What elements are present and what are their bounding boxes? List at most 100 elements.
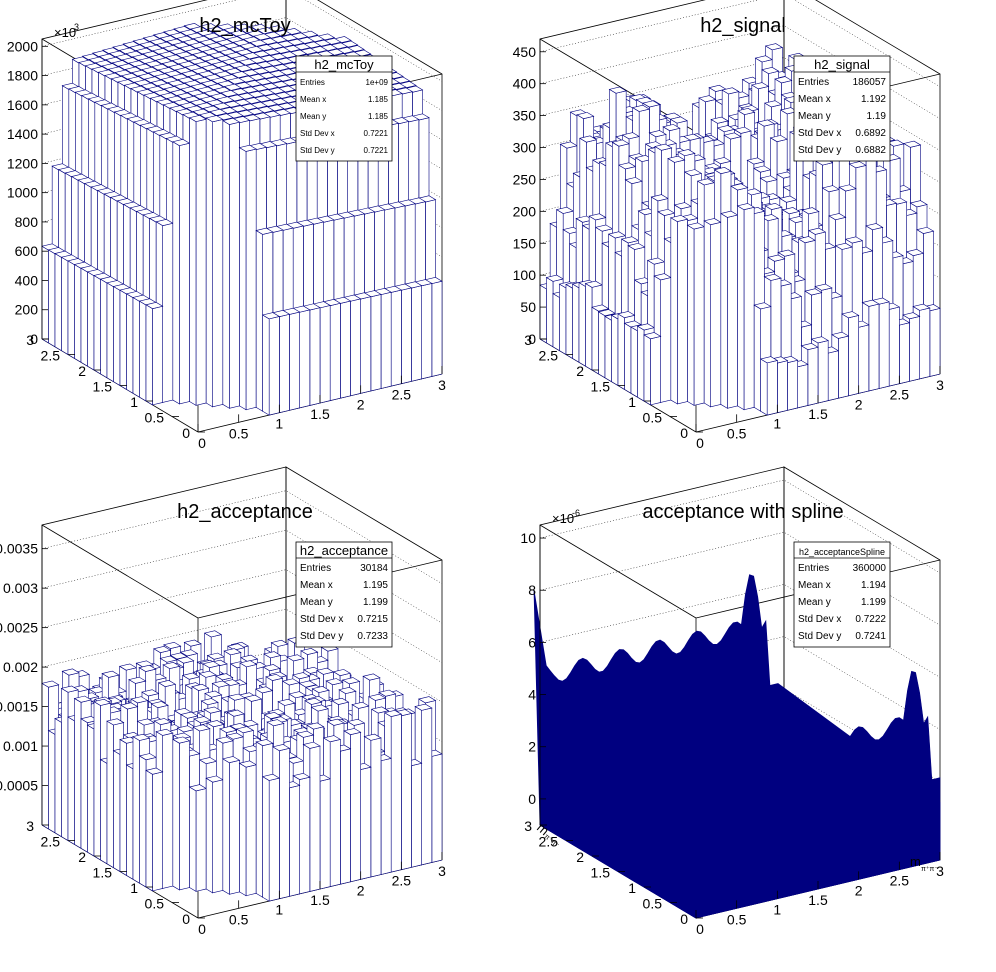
y-tick-label: 1.5	[93, 379, 113, 395]
z-tick-label: 2000	[7, 38, 38, 54]
bar-face	[61, 687, 69, 842]
x-tick-label: 1	[275, 902, 283, 918]
bar-face	[279, 747, 290, 900]
x-tick-label: 2	[357, 396, 365, 412]
z-axis: 0200400600800100012001400160018002000×10…	[7, 22, 79, 347]
z-tick-label: 200	[15, 302, 39, 318]
x-tick-label: 2	[855, 396, 863, 412]
bar-top	[223, 83, 242, 91]
bar-face	[650, 336, 661, 406]
y-tick-label: 2.5	[41, 834, 61, 850]
bar-top	[256, 27, 275, 35]
bar-top	[242, 52, 261, 60]
bar-face	[172, 738, 180, 891]
x-tick-label: 0.5	[727, 911, 747, 927]
bar-face	[262, 776, 270, 902]
bar-face	[350, 731, 361, 883]
stats-name: h2_mcToy	[314, 57, 374, 72]
bar-face	[380, 291, 392, 389]
bar-face	[205, 117, 213, 408]
x-tick-label: 3	[438, 377, 446, 393]
bar-face	[119, 738, 127, 876]
chart-panel-1: 0200400600800100012001400160018002000×10…	[7, 0, 446, 451]
bar-face	[720, 212, 728, 409]
y-tick-label: 0	[182, 911, 190, 927]
z-exponent-power: -6	[572, 508, 580, 518]
bar-face	[48, 249, 56, 348]
y-tick-label: 0	[680, 425, 688, 441]
z-tick-label: 0.0035	[0, 541, 38, 557]
bar-face	[87, 724, 95, 857]
z-tick-label: 4	[528, 687, 536, 703]
stats-row-label: Mean x	[798, 94, 831, 105]
bar-face	[591, 306, 599, 375]
z-tick-label: 10	[520, 530, 536, 546]
bar-face	[643, 334, 651, 406]
stats-row-value: 0.6892	[855, 128, 886, 139]
y-tick-label: 0.5	[145, 896, 165, 912]
z-tick-label: 0.0005	[0, 778, 38, 794]
bar-face	[255, 741, 263, 898]
bar-top	[255, 227, 274, 235]
stats-row-value: 30184	[360, 563, 388, 574]
x-tick-label: 1	[275, 416, 283, 432]
bar-face	[172, 141, 180, 405]
x-tick-label: 0.5	[229, 425, 249, 441]
plot-content	[539, 43, 941, 416]
bar-face	[401, 713, 412, 871]
bar-face	[126, 764, 134, 880]
stats-row-value: 1.199	[363, 597, 388, 608]
bar-top	[155, 219, 174, 226]
bar-top	[737, 108, 756, 115]
bar-face	[737, 205, 745, 411]
x-tick-label: 1.5	[808, 406, 828, 422]
y-tick-label: 3	[26, 332, 34, 348]
bar-face	[239, 762, 247, 897]
bar-top	[710, 116, 729, 124]
stats-row-label: Std Dev y	[798, 145, 841, 156]
z-tick-label: 400	[513, 76, 537, 92]
y-tick-label: 0.5	[145, 410, 165, 426]
bar-face	[268, 777, 280, 902]
bar-face	[132, 296, 140, 398]
bar-face	[100, 759, 108, 865]
bar-face	[229, 759, 240, 895]
bar-face	[41, 245, 49, 344]
bar-face	[604, 315, 612, 383]
stats-row-value: 1.185	[368, 95, 389, 104]
bar-face	[899, 322, 910, 385]
bar-face	[279, 313, 290, 414]
bar-face	[113, 285, 121, 387]
bar-top	[669, 116, 688, 124]
y-tick-label: 3	[26, 818, 34, 834]
bar-face	[329, 302, 341, 401]
bar-face	[539, 284, 547, 344]
bar-face	[80, 718, 88, 853]
bar-face	[559, 283, 567, 356]
chart-title: h2_acceptance	[177, 501, 313, 523]
z-tick-label: 350	[513, 108, 537, 124]
bar-face	[245, 148, 257, 411]
bar-face	[360, 766, 372, 880]
plot-content	[41, 23, 443, 416]
x-tick-label: 2	[357, 882, 365, 898]
chart-panel-3: 0.00050.0010.00150.0020.00250.0030.00350…	[0, 466, 446, 937]
stats-row-label: Mean x	[300, 95, 326, 104]
y-tick-label: 1.5	[93, 865, 113, 881]
bar-top	[212, 102, 231, 110]
bar-face	[693, 226, 705, 406]
bar-face	[370, 294, 382, 392]
bar-face	[80, 267, 88, 367]
bar-face	[67, 260, 75, 359]
bar-face	[546, 276, 554, 348]
bar-face	[189, 786, 197, 892]
bar-face	[87, 271, 95, 371]
bar-face	[390, 713, 402, 873]
bar-face	[572, 283, 580, 363]
z-exponent-base: ×10	[54, 25, 76, 40]
bar-face	[611, 314, 619, 387]
bar-top	[723, 132, 742, 140]
bar-face	[132, 736, 140, 884]
